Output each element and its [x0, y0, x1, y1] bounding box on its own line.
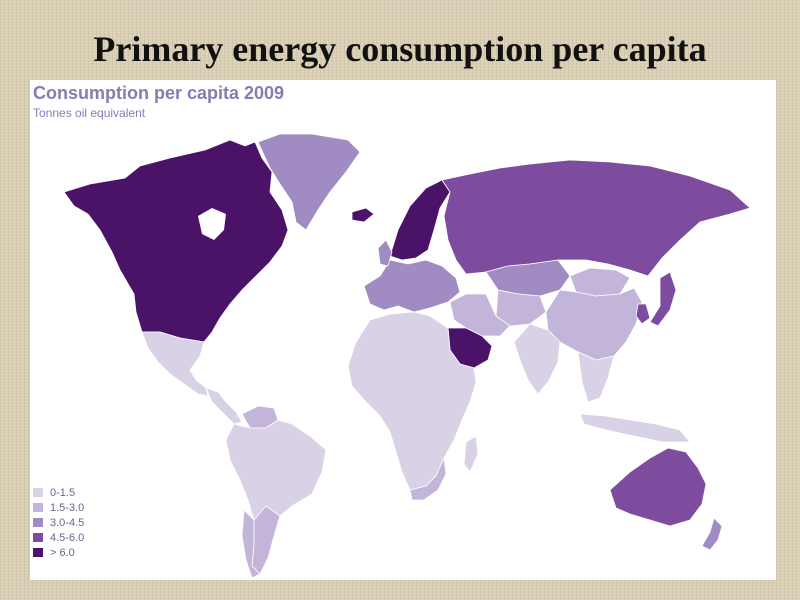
hudson-bay	[198, 208, 226, 240]
legend-item: 4.5-6.0	[33, 530, 84, 545]
region-mexico	[141, 331, 209, 397]
legend-swatch	[33, 548, 43, 557]
region-uk	[377, 239, 393, 267]
legend-label: 1.5-3.0	[50, 501, 85, 514]
map-subtitle: Tonnes oil equivalent	[33, 106, 146, 120]
region-chile	[241, 509, 261, 579]
legend-item: 3.0-4.5	[33, 515, 84, 530]
region-south-africa	[409, 456, 447, 501]
region-india	[513, 323, 561, 395]
region-indonesia	[579, 413, 691, 443]
region-scandinavia	[389, 179, 451, 261]
legend-item: > 6.0	[33, 545, 84, 560]
region-korea	[635, 303, 651, 325]
legend-swatch	[33, 503, 43, 512]
slide-title: Primary energy consumption per capita	[93, 29, 707, 69]
legend-label: > 6.0	[50, 546, 75, 559]
legend-swatch	[33, 488, 43, 497]
legend-swatch	[33, 533, 43, 542]
region-russia	[441, 159, 751, 277]
map-title: Consumption per capita 2009	[33, 83, 285, 103]
legend-label: 3.0-4.5	[50, 516, 85, 529]
legend-item: 1.5-3.0	[33, 500, 84, 515]
legend-label: 0-1.5	[50, 486, 76, 499]
region-southeast-asia	[577, 351, 615, 403]
region-middle-east	[449, 293, 511, 337]
region-greenland	[257, 133, 361, 231]
region-western-europe	[363, 259, 461, 313]
world-map	[63, 133, 751, 579]
region-madagascar	[463, 435, 479, 473]
region-iceland	[351, 207, 375, 223]
region-mongolia	[569, 267, 631, 297]
map-panel: Consumption per capita 2009 Tonnes oil e…	[30, 80, 776, 580]
legend: 0-1.5 1.5-3.0 3.0-4.5 4.5-6.0 > 6.0	[33, 485, 84, 560]
region-central-america	[205, 387, 243, 425]
region-south-america	[225, 419, 327, 541]
region-australia	[609, 447, 707, 527]
legend-swatch	[33, 518, 43, 527]
legend-label: 4.5-6.0	[50, 531, 85, 544]
region-japan	[649, 271, 677, 327]
region-north-america	[63, 139, 289, 343]
region-new-zealand	[701, 517, 723, 551]
region-china	[545, 287, 643, 361]
legend-item: 0-1.5	[33, 485, 84, 500]
